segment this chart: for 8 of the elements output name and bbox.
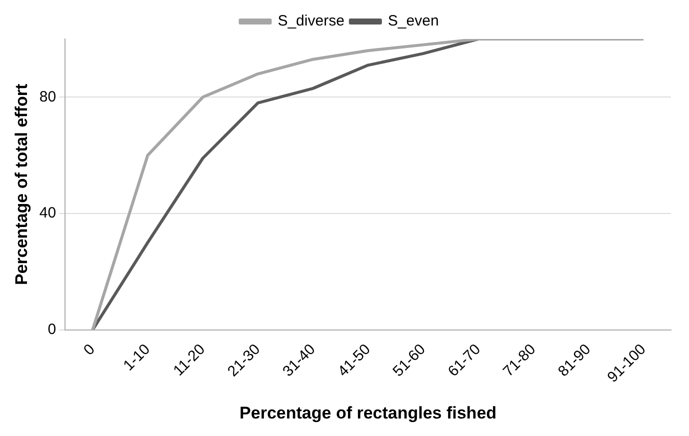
y-tick-label: 80 [39,88,56,106]
legend-label: S_diverse [278,12,344,30]
x-axis-title: Percentage of rectangles fished [240,403,497,422]
y-tick-label: 40 [39,204,56,222]
legend-label: S_even [388,12,439,30]
y-tick-label: 0 [48,320,56,338]
y-axis-title: Percentage of total effort [12,83,31,286]
x-tick-label: 0 [80,340,98,359]
